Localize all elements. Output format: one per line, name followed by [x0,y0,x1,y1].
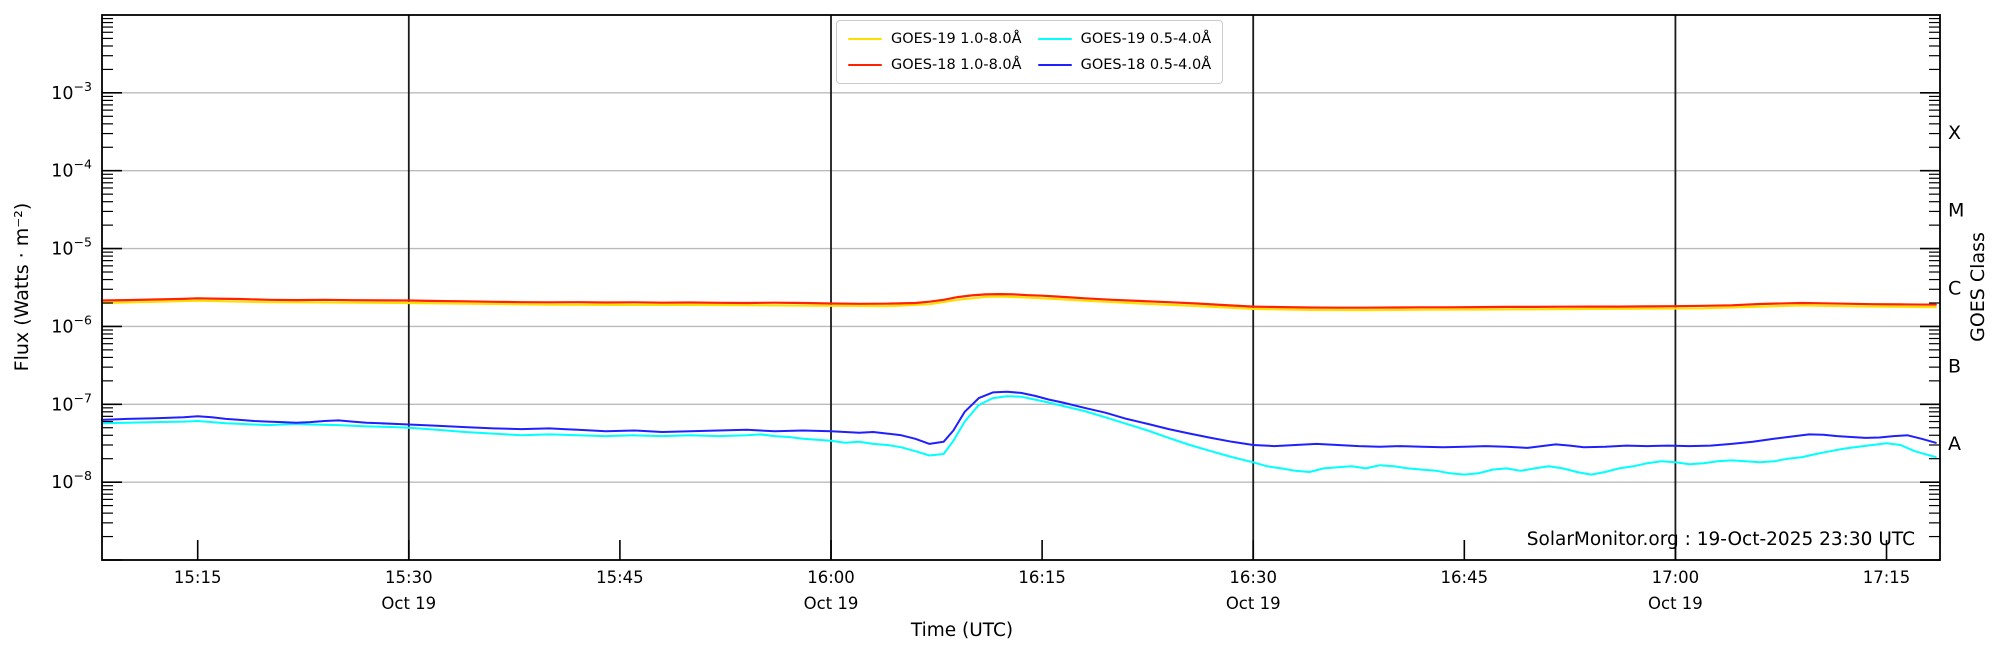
x-tick-sublabel: Oct 19 [1226,594,1281,613]
y-tick-label: 10−8 [51,468,92,493]
legend-line-sample-goes-19-short [1037,37,1072,41]
y-tick-label: 10−4 [51,157,92,182]
series-goes-19-long [100,295,1937,312]
legend-item-goes-19-long: GOES-19 1.0-8.0Å [848,26,1022,52]
x-tick-sublabel: Oct 19 [1648,594,1703,613]
legend-line-sample-goes-18-long [848,63,882,67]
x-tick-label: 15:45 [596,568,644,587]
watermark-text: SolarMonitor.org : 19-Oct-2025 23:30 UTC [1526,529,1915,550]
x-tick-label: 16:15 [1018,568,1066,587]
y-tick-label: 10−5 [51,235,92,260]
series-goes-18-short [101,390,1937,449]
plot-border [101,14,1941,561]
y-axis-title: Flux (Watts · m⁻²) [11,203,33,372]
x-tick-label: 16:00 [807,568,855,587]
x-tick-label: 16:45 [1441,568,1489,587]
x-tick-sublabel: Oct 19 [804,594,859,613]
legend-item-goes-18-short: GOES-18 0.5-4.0Å [1037,52,1212,78]
series-goes-19-short [101,395,1937,476]
x-tick-labels: 15:15 15:30 Oct 19 15:45 16:00 Oct 19 16:15 16:… [174,568,1910,613]
legend-item-goes-18-long: GOES-18 1.0-8.0Å [848,52,1022,78]
chart-legend: GOES-19 1.0-8.0Å GOES-18 1.0-8.0Å GOES-19 … [836,20,1224,84]
goes-class-labels: X M C B A [1948,122,1964,455]
legend-label: GOES-19 0.5-4.0Å [1080,31,1212,47]
axes-spines [101,14,1941,561]
axis-ticks [102,17,1940,561]
legend-label: GOES-19 1.0-8.0Å [891,31,1022,47]
x-tick-label: 15:30 [385,568,433,587]
goes-class-letter: C [1948,278,1961,300]
vertical-gridlines [407,15,1677,560]
legend-label: GOES-18 0.5-4.0Å [1080,57,1212,73]
series-lines [100,293,1937,476]
y-tick-label: 10−3 [51,79,92,104]
goes-class-letter: X [1948,122,1961,144]
legend-line-sample-goes-18-short [1037,63,1072,67]
right-axis-title: GOES Class [1967,232,1989,342]
legend-label: GOES-18 1.0-8.0Å [891,57,1022,73]
goes-class-letter: B [1948,355,1961,377]
legend-item-goes-19-short: GOES-19 0.5-4.0Å [1037,26,1212,52]
x-tick-label: 15:15 [174,568,222,587]
x-axis-title: Time (UTC) [910,620,1013,641]
y-tick-label: 10−7 [51,390,92,415]
x-tick-label: 16:30 [1229,568,1277,587]
x-tick-sublabel: Oct 19 [381,594,436,613]
legend-line-sample-goes-19-long [848,37,882,41]
goes-class-letter: M [1948,200,1964,222]
x-tick-label: 17:00 [1652,568,1700,587]
series-goes-18-long [100,293,1937,309]
goes-class-letter: A [1948,433,1961,455]
x-tick-label: 17:15 [1863,568,1911,587]
y-tick-labels: 10−3 10−4 10−5 10−6 10−7 10−8 [51,79,92,493]
y-tick-label: 10−6 [51,312,92,337]
axis-titles: Flux (Watts · m⁻²) GOES Class Time (UTC) [11,203,1989,641]
